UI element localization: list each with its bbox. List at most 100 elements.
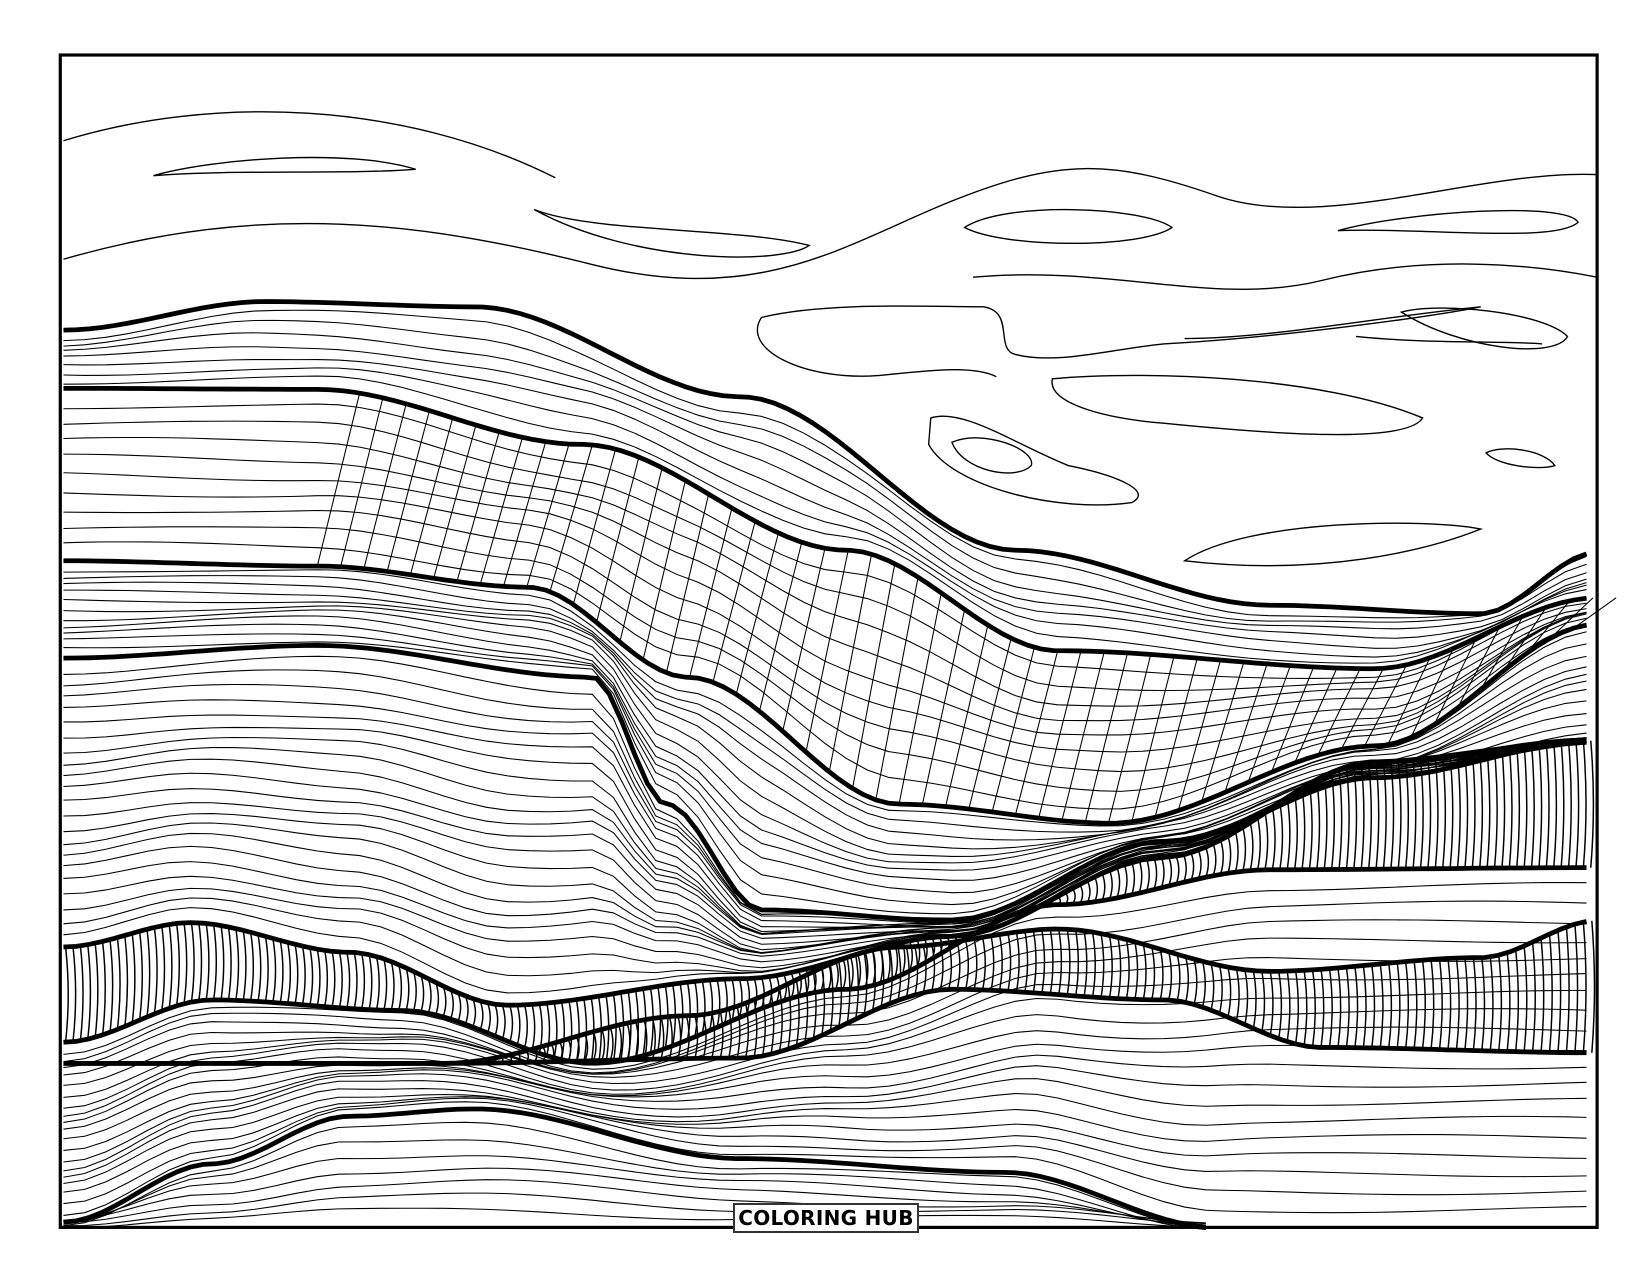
- band-stroke: [1379, 963, 1384, 1049]
- band-stroke: [198, 922, 203, 1001]
- band-stroke: [829, 963, 834, 1032]
- diagonal-hatch: [875, 577, 919, 801]
- band-stroke: [1353, 764, 1358, 870]
- band-stroke: [1159, 949, 1164, 1001]
- band-stroke: [516, 1004, 521, 1046]
- band-stroke: [346, 952, 351, 1009]
- band-stroke: [1455, 958, 1460, 1051]
- band-stroke: [1367, 761, 1373, 870]
- band-stroke: [770, 991, 775, 1055]
- band-stroke: [1472, 957, 1477, 1051]
- band-stroke: [939, 943, 944, 991]
- band-stroke: [1591, 920, 1596, 1053]
- band-stroke: [1548, 934, 1553, 1053]
- sky-cloud: [951, 437, 1032, 474]
- band-stroke: [716, 979, 721, 1028]
- band-stroke: [368, 954, 373, 1010]
- diagonal-hatch: [828, 554, 873, 772]
- band-stroke: [420, 974, 425, 1013]
- band-stroke: [1338, 769, 1343, 870]
- band-stroke: [711, 1013, 716, 1059]
- band-stroke: [642, 988, 647, 1056]
- band-stroke: [1471, 753, 1476, 869]
- band-stroke: [353, 952, 358, 1009]
- band-stroke: [1252, 970, 1257, 1029]
- band-stroke: [1193, 958, 1198, 1005]
- diagonal-hatch: [1270, 666, 1315, 773]
- band-stroke: [190, 922, 195, 1003]
- contour-b2: [63, 865, 1587, 1066]
- band-stroke: [708, 979, 714, 1031]
- band-stroke: [1375, 761, 1380, 870]
- band-stroke: [242, 930, 247, 1001]
- band-stroke: [753, 999, 758, 1058]
- band-stroke: [778, 987, 783, 1052]
- hatch-line: [63, 492, 1587, 753]
- band-stroke: [1413, 960, 1418, 1049]
- hatch-line: [63, 332, 1587, 630]
- band-stroke: [1242, 826, 1247, 872]
- band-stroke: [146, 929, 151, 1018]
- band-stroke: [212, 924, 218, 1000]
- contour-e1: [63, 1106, 1207, 1230]
- band-stroke: [235, 928, 240, 1001]
- diagonal-hatch: [1410, 648, 1454, 738]
- band-stroke: [316, 949, 321, 1007]
- hatch-line: [63, 937, 1587, 1076]
- diagonal-hatch: [1014, 650, 1059, 816]
- band-stroke: [1058, 928, 1063, 995]
- band-stroke: [701, 980, 706, 1034]
- diagonal-hatch: [1294, 667, 1338, 764]
- diagonal-hatch: [479, 437, 524, 585]
- band-stroke: [981, 937, 986, 991]
- band-stroke: [124, 935, 129, 1027]
- sky-cloud: [1399, 307, 1569, 350]
- band-stroke: [1345, 766, 1350, 870]
- band-stroke: [1538, 744, 1543, 868]
- hatch-line: [63, 598, 1587, 857]
- band-stroke: [1404, 760, 1410, 869]
- band-stroke: [249, 932, 255, 1002]
- band-stroke: [1227, 835, 1232, 874]
- band-stroke: [634, 989, 640, 1058]
- band-stroke: [804, 975, 809, 1043]
- band-stroke: [294, 944, 299, 1005]
- diagonal-hatch: [689, 507, 733, 678]
- band-stroke: [1320, 969, 1325, 1048]
- diagonal-hatch: [1480, 615, 1524, 690]
- diagonal-hatch: [1526, 600, 1571, 654]
- band-stroke: [375, 956, 380, 1011]
- diagonal-hatch: [572, 449, 617, 605]
- diagonal-hatch: [921, 609, 966, 805]
- band-stroke: [736, 1005, 741, 1059]
- band-stroke: [272, 938, 277, 1003]
- diagonal-hatch: [1387, 657, 1431, 746]
- band-stroke: [546, 1003, 551, 1056]
- band-stroke: [1125, 939, 1130, 1000]
- band-stroke: [553, 1002, 558, 1059]
- band-stroke: [931, 944, 936, 992]
- band-stroke: [1486, 751, 1491, 869]
- band-stroke: [1345, 967, 1350, 1048]
- band-stroke: [686, 982, 691, 1041]
- band-stroke: [405, 967, 410, 1011]
- band-stroke: [1123, 864, 1128, 897]
- band-stroke: [1508, 747, 1513, 869]
- band-stroke: [101, 941, 106, 1036]
- diagonal-hatch: [1573, 597, 1617, 629]
- diagonal-hatch: [805, 550, 849, 753]
- band-stroke: [309, 947, 314, 1006]
- diagonal-hatch: [502, 441, 547, 587]
- diagonal-hatch: [1457, 626, 1501, 709]
- diagonal-hatch: [712, 521, 756, 683]
- hatch-line: [63, 973, 1587, 1098]
- band-stroke: [1574, 923, 1579, 1053]
- diagonal-hatch: [665, 494, 710, 673]
- hatch-line: [63, 575, 1587, 833]
- band-stroke: [138, 931, 143, 1021]
- band-stroke: [1201, 961, 1206, 1008]
- hatch-line: [63, 1192, 1206, 1227]
- band-stroke: [94, 943, 99, 1038]
- band-stroke: [338, 951, 343, 1008]
